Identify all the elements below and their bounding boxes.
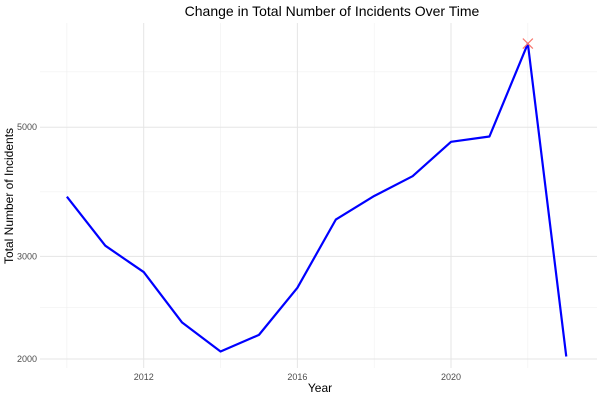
series-layer	[66, 38, 568, 357]
x-axis-title: Year	[308, 381, 332, 395]
y-tick-label: 3000	[17, 251, 37, 261]
peak-marker	[522, 38, 534, 50]
peak-marker-stroke	[522, 38, 534, 50]
x-tick-label: 2012	[134, 372, 154, 382]
series-line	[66, 42, 568, 357]
grid-lines	[40, 23, 597, 368]
x-tick-label: 2016	[287, 372, 307, 382]
tick-labels: 2012 2016 2020 2000 3000 5000	[17, 122, 461, 382]
y-tick-label: 5000	[17, 122, 37, 132]
y-axis-title: Total Number of Incidents	[2, 128, 16, 264]
y-tick-label: 2000	[17, 354, 37, 364]
x-tick-label: 2020	[441, 372, 461, 382]
chart-title: Change in Total Number of Incidents Over…	[185, 3, 480, 19]
